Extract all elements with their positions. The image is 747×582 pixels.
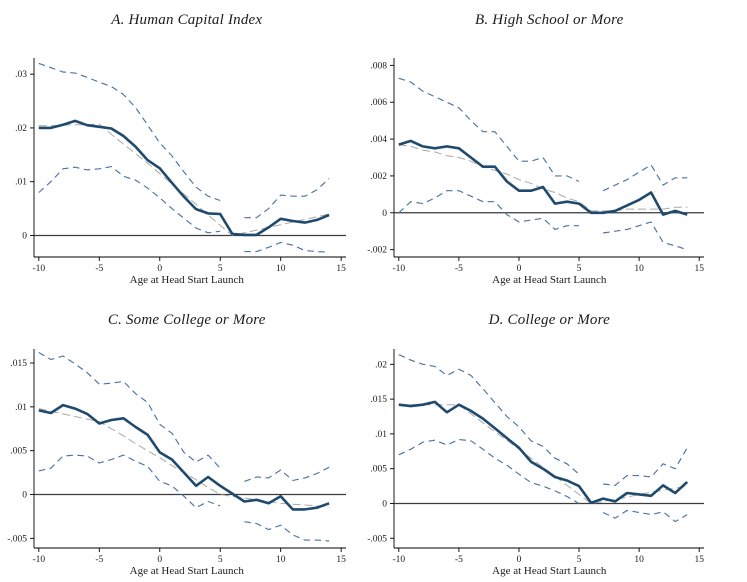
series-ci-upper [398,354,688,486]
y-tick-label: .02 [15,124,27,134]
y-tick-label: .01 [15,178,27,188]
x-axis-label: Age at Head Start Launch [129,565,244,577]
panel-some-college-or-more: C. Some College or More -.005 0 .005 .01 .01… [0,291,374,582]
series-ci-lower [397,190,687,251]
x-axis-label: Age at Head Start Launch [492,565,607,577]
series-ci-lower [38,166,330,253]
series-linear-trend [398,404,687,504]
series-point-estimate [397,139,688,216]
panel-title: D. College or More [488,312,610,328]
y-tick-label: 0 [382,209,387,219]
y-tick-label: .02 [375,360,387,370]
panel-college-or-more: D. College or More -.005 0.005.01.015.02-… [367,291,747,582]
series-point-estimate [38,403,330,511]
x-tick-label: 0 [157,555,162,565]
x-tick-label: 10 [276,555,286,565]
y-tick-label: .002 [370,172,387,182]
x-tick-label: 15 [694,555,704,565]
y-tick-label: 0 [382,499,387,509]
panel-title: A. Human Capital Index [111,12,263,28]
panel-title: C. Some College or More [107,312,266,328]
panel-high-school-or-more: B. High School or More -.002 0 .002 .004 .00… [367,0,747,291]
x-tick-label: 10 [634,264,644,274]
human-capital-index-plot: 0 .01 .02 .03 -10 -5 0 5 10 15 [15,58,346,274]
y-tick-label: .005 [10,447,27,457]
y-tick-label: 0 [22,491,27,501]
panel-human-capital-index: A. Human Capital Index 0 .01 .02 .03 -10 -5 0 5… [0,0,374,291]
y-tick-label: -.005 [367,534,387,544]
x-tick-label: -10 [392,264,405,274]
x-tick-label: 0 [516,264,521,274]
x-tick-label: -10 [33,264,46,274]
x-tick-label: 10 [634,555,644,565]
x-tick-label: 15 [694,264,704,274]
series-ci-upper [38,352,330,482]
x-tick-label: 0 [157,264,162,274]
y-tick-label: .006 [370,98,387,108]
x-tick-label: 0 [516,555,521,565]
series-ci-lower [38,454,330,542]
x-tick-label: 5 [218,264,223,274]
y-tick-label: .008 [370,61,387,71]
college-or-more-plot: -.005 0 .005 .01 .015 .02 -10 -5 0 5 10 15 [367,349,704,565]
x-tick-label: 15 [336,555,346,565]
high-school-or-more-plot: -.002 0 .002 .004 .006 .008 -10 -5 0 5 10 15 [367,58,704,274]
series-ci-lower [398,438,687,523]
series-ci-upper [38,62,330,219]
x-tick-label: -5 [454,555,462,565]
x-tick-label: 15 [336,264,346,274]
y-tick-label: .03 [15,70,27,80]
series-linear-trend [38,408,330,508]
series-linear-trend [398,144,687,212]
y-tick-label: .015 [370,395,387,405]
y-tick-label: .015 [10,359,27,369]
x-tick-label: -10 [392,555,405,565]
x-axis-label: Age at Head Start Launch [492,274,607,286]
y-tick-label: .004 [370,135,387,145]
y-tick-label: -.002 [367,246,387,256]
x-tick-label: 5 [576,555,581,565]
series-ci-upper [398,77,687,192]
y-tick-label: -.005 [7,534,27,544]
x-tick-label: -10 [33,555,46,565]
x-axis-label: Age at Head Start Launch [129,274,244,286]
panel-title: B. High School or More [475,12,624,28]
y-tick-label: .01 [375,430,387,440]
y-tick-label: .005 [370,465,387,475]
x-tick-label: -5 [454,264,462,274]
series-point-estimate [398,400,688,505]
x-tick-label: -5 [95,264,103,274]
some-college-or-more-plot: -.005 0 .005 .01 .015 -10 -5 0 5 10 15 [7,349,346,565]
series-point-estimate [38,119,330,237]
x-tick-label: -5 [95,555,103,565]
x-tick-label: 10 [276,264,286,274]
x-tick-label: 5 [576,264,581,274]
y-tick-label: .01 [15,403,27,413]
x-tick-label: 5 [218,555,223,565]
y-tick-label: 0 [22,231,27,241]
